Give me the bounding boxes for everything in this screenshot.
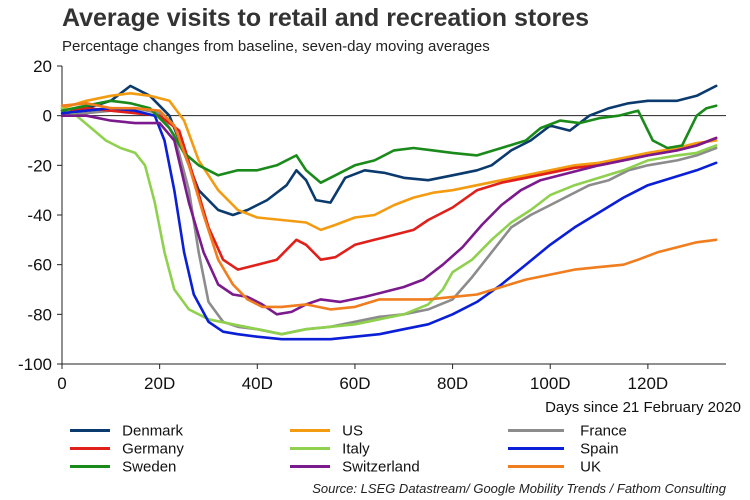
legend-item-switzerland: Switzerland	[290, 458, 420, 476]
series-line-switzerland	[60, 114, 718, 316]
x-tick-label: 120D	[628, 374, 669, 393]
legend-swatch-switzerland	[290, 464, 330, 468]
line-chart: 20 0 -20 -40 -60 -80 -100 0 20D 40D 60D 80D 100D 120D…	[18, 57, 741, 416]
legend-item-france: France	[508, 422, 627, 440]
legend-label: France	[580, 422, 627, 440]
chart-title: Average visits to retail and recreation …	[62, 4, 590, 32]
y-tick-label: -40	[27, 206, 52, 225]
legend-item-spain: Spain	[508, 440, 619, 458]
legend-item-sweden: Sweden	[70, 458, 176, 476]
legend-swatch-sweden	[70, 464, 110, 468]
legend-label: Denmark	[122, 422, 184, 440]
legend-label: US	[342, 422, 364, 440]
x-tick-label: 80D	[437, 374, 468, 393]
tick-labels-group: 20 0 -20 -40 -60 -80 -100 0 20D 40D 60D 80D 100D 120D	[18, 57, 668, 393]
series-lines-group	[60, 84, 718, 341]
series-line-france	[60, 106, 718, 336]
legend-label: Germany	[122, 440, 184, 458]
legend-label: Spain	[580, 440, 619, 458]
legend-label: UK	[580, 458, 602, 476]
legend-swatch-denmark	[70, 428, 110, 432]
source-note: Source: LSEG Datastream/ Google Mobility…	[312, 481, 726, 496]
series-line-us	[60, 92, 718, 232]
legend-label: Sweden	[122, 458, 177, 476]
x-axis-label: Days since 21 February 2020	[545, 399, 741, 416]
legend: Denmark Germany Sweden US Italy Switzerl…	[0, 420, 750, 480]
legend-label: Italy	[342, 440, 370, 458]
legend-swatch-spain	[508, 446, 564, 450]
y-tick-label: -80	[27, 305, 52, 324]
series-line-uk	[60, 102, 718, 311]
legend-swatch-france	[508, 428, 564, 432]
x-tick-label: 20D	[144, 374, 175, 393]
chart-subtitle: Percentage changes from baseline, seven-…	[62, 38, 490, 55]
y-tick-label: -20	[27, 156, 52, 175]
y-tick-label: 0	[43, 107, 52, 126]
series-line-spain	[60, 106, 718, 341]
legend-item-germany: Germany	[70, 440, 184, 458]
y-tick-label: -60	[27, 256, 52, 275]
x-tick-label: 0	[57, 374, 66, 393]
legend-swatch-us	[290, 428, 330, 432]
legend-item-uk: UK	[508, 458, 601, 476]
axes-group	[57, 65, 726, 369]
series-line-denmark	[60, 84, 718, 217]
y-tick-label: 20	[33, 57, 52, 76]
series-line-italy	[60, 106, 718, 336]
x-tick-label: 100D	[530, 374, 571, 393]
legend-item-italy: Italy	[290, 440, 370, 458]
legend-label: Switzerland	[342, 458, 420, 476]
legend-swatch-uk	[508, 464, 564, 468]
x-tick-label: 60D	[339, 374, 370, 393]
x-tick-label: 40D	[242, 374, 273, 393]
y-tick-label: -100	[18, 355, 52, 374]
legend-item-us: US	[290, 422, 363, 440]
legend-item-denmark: Denmark	[70, 422, 183, 440]
legend-swatch-germany	[70, 446, 110, 450]
legend-swatch-italy	[290, 446, 330, 450]
